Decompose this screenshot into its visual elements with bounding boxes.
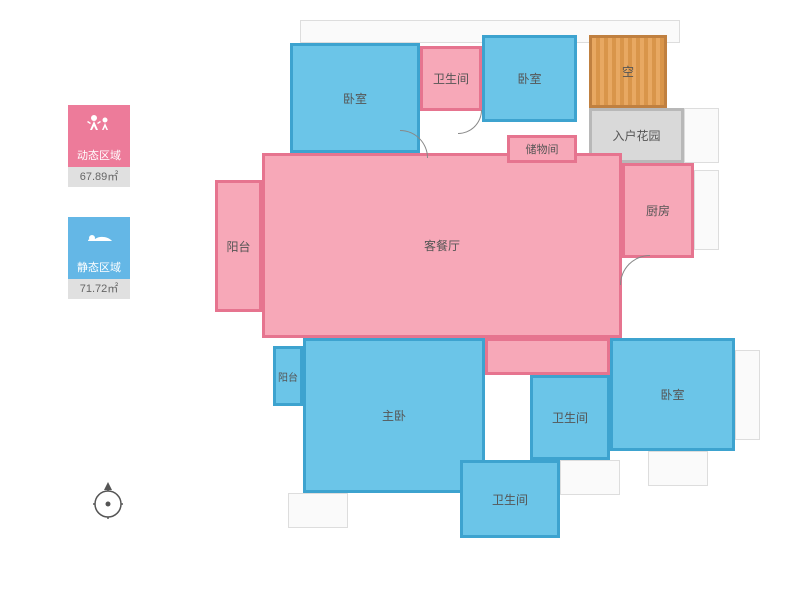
door-arc	[400, 130, 428, 158]
legend-dynamic-value: 67.89㎡	[68, 167, 130, 187]
room-label: 阳台	[278, 369, 298, 384]
outer-frame-e	[735, 350, 760, 440]
legend-dynamic: 动态区域 67.89㎡	[68, 105, 130, 187]
door-arc	[620, 255, 650, 285]
room-bath-e: 卫生间	[530, 375, 610, 460]
room-master: 主卧	[303, 338, 485, 493]
outer-frame-se1	[560, 460, 620, 495]
compass-icon	[90, 480, 126, 525]
outer-frame-right	[684, 108, 719, 163]
room-label: 卫生间	[433, 70, 469, 87]
room-label: 空	[622, 63, 634, 80]
room-label: 入户花园	[612, 127, 660, 144]
room-label: 厨房	[646, 202, 670, 219]
room-label: 卧室	[343, 90, 367, 107]
room-corridor	[485, 338, 610, 375]
floorplan: 卧室 卫生间 卧室 空 入户花园 客餐厅 储物间 厨房 阳台 阳台 主卧 卫生间…	[200, 10, 780, 585]
room-label: 阳台	[226, 238, 250, 255]
room-label: 卧室	[660, 386, 684, 403]
legend-dynamic-label: 动态区域	[68, 145, 130, 167]
room-label: 储物间	[526, 141, 559, 157]
room-bath-n: 卫生间	[420, 46, 482, 111]
people-icon	[68, 105, 130, 145]
room-bedroom-n: 卧室	[482, 35, 577, 122]
legend: 动态区域 67.89㎡ 静态区域 71.72㎡	[68, 105, 130, 329]
room-bedroom-se: 卧室	[610, 338, 735, 451]
room-label: 客餐厅	[424, 237, 460, 254]
legend-static: 静态区域 71.72㎡	[68, 217, 130, 299]
room-label: 卫生间	[492, 491, 528, 508]
legend-static-label: 静态区域	[68, 257, 130, 279]
room-label: 卫生间	[552, 409, 588, 426]
room-balcony-w: 阳台	[215, 180, 262, 312]
room-empty: 空	[589, 35, 667, 108]
door-arc	[458, 110, 482, 134]
outer-frame-ne	[694, 170, 719, 250]
room-storage: 储物间	[507, 135, 577, 163]
legend-static-value: 71.72㎡	[68, 279, 130, 299]
outer-frame-se2	[648, 451, 708, 486]
room-label: 主卧	[382, 407, 406, 424]
room-kitchen: 厨房	[622, 163, 694, 258]
outer-frame-sw	[288, 493, 348, 528]
room-bath-s: 卫生间	[460, 460, 560, 538]
room-balcony-s: 阳台	[273, 346, 303, 406]
room-living: 客餐厅	[262, 153, 622, 338]
room-label: 卧室	[517, 70, 541, 87]
sleep-icon	[68, 217, 130, 257]
